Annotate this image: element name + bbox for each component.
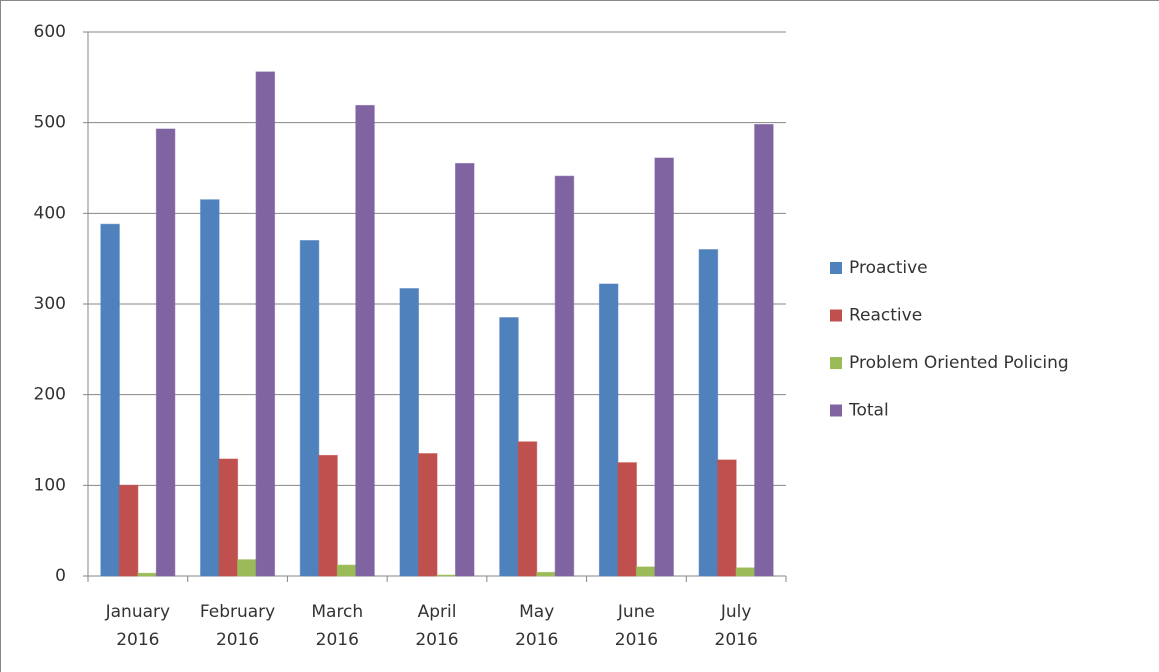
legend-label: Problem Oriented Policing xyxy=(849,353,1069,373)
x-tick-label: May 2016 xyxy=(515,602,558,650)
bar xyxy=(355,104,375,577)
legend-label: Proactive xyxy=(849,258,928,278)
bar xyxy=(255,71,276,577)
x-tick-label: April 2016 xyxy=(415,602,458,650)
bar xyxy=(237,559,257,577)
bar xyxy=(299,240,320,577)
bar xyxy=(318,454,338,577)
bar xyxy=(635,566,656,577)
bar xyxy=(399,288,419,577)
bar xyxy=(617,462,637,577)
bar xyxy=(717,459,737,577)
bar xyxy=(118,484,139,577)
bar xyxy=(698,249,719,577)
legend-swatch xyxy=(830,262,842,274)
y-tick-label: 200 xyxy=(34,385,66,405)
y-tick-label: 100 xyxy=(34,475,66,495)
bar xyxy=(418,453,438,577)
x-tick-label: July 2016 xyxy=(715,602,758,650)
bar xyxy=(754,123,774,577)
bar xyxy=(554,175,575,577)
bar xyxy=(200,199,220,577)
legend-swatch xyxy=(830,404,842,417)
bar xyxy=(336,564,357,577)
bar xyxy=(455,162,475,577)
x-tick-label: February 2016 xyxy=(200,602,275,650)
bar xyxy=(100,223,120,577)
bar xyxy=(499,317,519,577)
bar xyxy=(735,567,756,577)
legend-swatch xyxy=(830,309,842,322)
bar xyxy=(436,574,456,577)
bar xyxy=(654,157,674,577)
bar xyxy=(155,128,176,577)
legend-swatch xyxy=(830,357,842,369)
x-tick-label: January 2016 xyxy=(105,602,170,650)
bar xyxy=(218,458,239,577)
y-tick-label: 300 xyxy=(34,294,66,314)
bar xyxy=(137,572,157,577)
bar xyxy=(598,283,619,577)
y-tick-label: 500 xyxy=(34,113,66,133)
x-tick-label: March 2016 xyxy=(311,602,363,650)
y-tick-label: 600 xyxy=(34,22,66,42)
legend-label: Total xyxy=(848,401,889,421)
bar xyxy=(517,441,538,577)
x-tick-label: June 2016 xyxy=(615,602,658,650)
bar xyxy=(536,571,556,577)
y-tick-label: 400 xyxy=(34,203,66,223)
y-tick-label: 0 xyxy=(55,566,66,586)
legend-label: Reactive xyxy=(849,306,922,326)
